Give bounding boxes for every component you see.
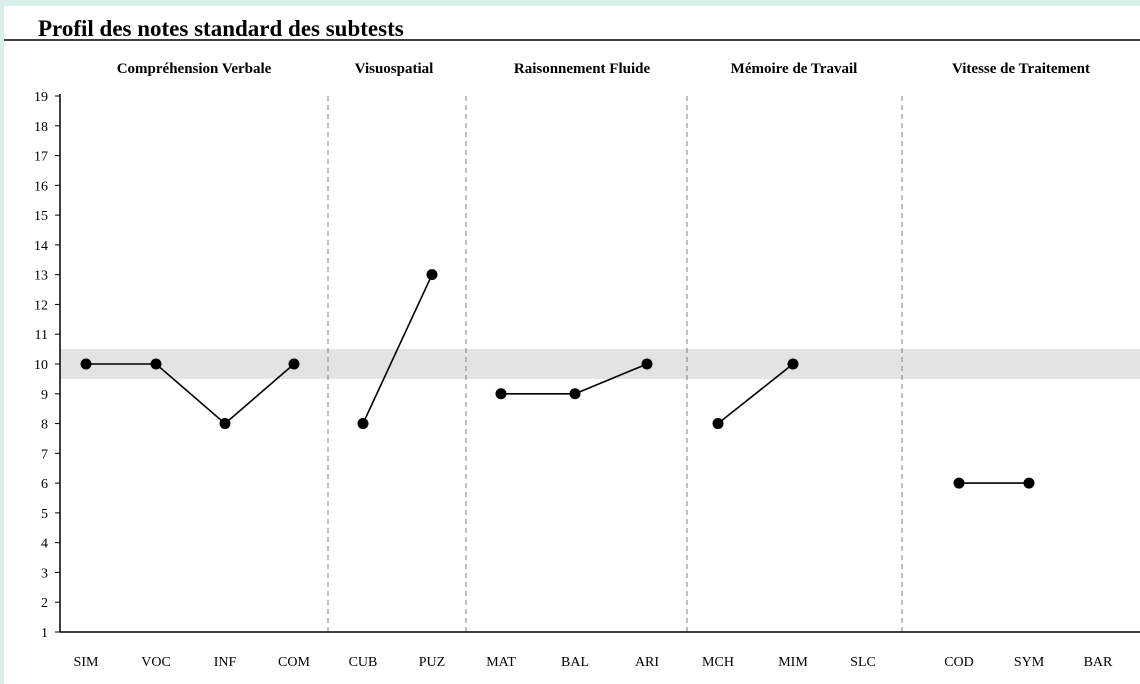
data-point-sim — [80, 358, 92, 370]
norm-band — [60, 349, 1140, 379]
x-tick-label-sym: SYM — [1014, 655, 1045, 670]
data-point-ari — [641, 358, 653, 370]
data-point-puz — [426, 269, 438, 281]
domain-label-raisonnement-fluide: Raisonnement Fluide — [514, 61, 651, 77]
y-tick-label-12: 12 — [34, 298, 48, 313]
y-tick-label-16: 16 — [34, 179, 48, 194]
y-tick-label-8: 8 — [41, 418, 48, 433]
x-tick-label-cub: CUB — [349, 655, 378, 670]
x-tick-layer: SIM VOC INF COM CUB PUZ MAT BAL ARI MCH MIM SLC COD S… — [74, 655, 1114, 670]
x-tick-label-slc: SLC — [850, 655, 876, 670]
series-line-visuospatial — [362, 274, 433, 424]
x-tick-label-inf: INF — [214, 655, 237, 670]
norm-band-layer — [60, 349, 1140, 379]
y-tick-label-1: 1 — [41, 626, 48, 641]
x-tick-label-cod: COD — [944, 655, 974, 670]
y-tick-label-13: 13 — [34, 269, 48, 284]
data-point-cod — [953, 477, 965, 489]
x-tick-label-mch: MCH — [702, 655, 734, 670]
x-tick-label-com: COM — [278, 655, 310, 670]
y-tick-label-19: 19 — [34, 90, 48, 105]
data-point-bal — [569, 388, 581, 400]
domain-label-layer: Compréhension Verbale Visuospatial Raisonn… — [117, 61, 1090, 77]
y-tick-label-15: 15 — [34, 209, 48, 224]
x-tick-label-mim: MIM — [778, 655, 808, 670]
domain-label-vitesse-de-traitement: Vitesse de Traitement — [952, 61, 1090, 77]
y-tick-label-6: 6 — [41, 477, 48, 492]
y-tick-label-14: 14 — [34, 239, 48, 254]
data-point-layer — [80, 269, 1035, 489]
y-tick-label-2: 2 — [41, 596, 48, 611]
domain-label-compr-hension-verbale: Compréhension Verbale — [117, 61, 272, 77]
data-point-inf — [219, 418, 231, 430]
x-tick-label-puz: PUZ — [419, 655, 445, 670]
x-tick-label-voc: VOC — [141, 655, 171, 670]
data-point-cub — [357, 418, 369, 430]
y-tick-label-11: 11 — [35, 328, 48, 343]
series-line-m-moire-de-travail — [717, 363, 794, 425]
data-point-mim — [787, 358, 799, 370]
data-point-mat — [495, 388, 507, 400]
y-tick-label-18: 18 — [34, 120, 48, 135]
data-point-sym — [1023, 477, 1035, 489]
data-point-mch — [712, 418, 724, 430]
x-tick-label-ari: ARI — [635, 655, 659, 670]
data-point-voc — [150, 358, 162, 370]
y-tick-label-17: 17 — [34, 150, 48, 165]
x-tick-label-bal: BAL — [561, 655, 589, 670]
series-line-compr-hension-verbale — [86, 363, 295, 425]
y-tick-label-10: 10 — [34, 358, 48, 373]
y-tick-label-9: 9 — [41, 388, 48, 403]
domain-label-visuospatial: Visuospatial — [355, 61, 434, 77]
y-tick-label-7: 7 — [41, 447, 48, 462]
data-point-com — [288, 358, 300, 370]
y-tick-label-5: 5 — [41, 507, 48, 522]
x-tick-label-sim: SIM — [74, 655, 99, 670]
x-tick-label-bar: BAR — [1084, 655, 1113, 670]
x-tick-label-mat: MAT — [486, 655, 516, 670]
domain-label-m-moire-de-travail: Mémoire de Travail — [731, 61, 858, 77]
chart-panel: 1 2 3 4 5 6 7 8 9 10 11 12 13 14 15 16 17 18 19 SIM VOC INF C… — [4, 6, 1140, 684]
y-tick-label-4: 4 — [41, 537, 48, 552]
y-tick-label-3: 3 — [41, 566, 48, 581]
chart-title: Profil des notes standard des subtests — [38, 16, 404, 41]
